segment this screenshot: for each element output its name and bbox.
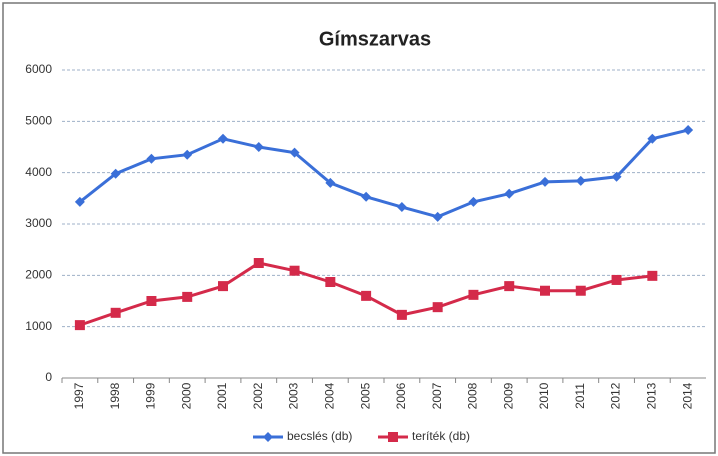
point (388, 432, 398, 442)
point (540, 285, 550, 296)
y-tick-label: 0 (45, 370, 52, 384)
x-tick-label: 2010 (537, 382, 551, 409)
x-tick-label: 2012 (609, 382, 623, 409)
y-tick-label: 2000 (25, 268, 52, 282)
point (647, 133, 658, 144)
x-tick-label: 2014 (680, 382, 694, 409)
point (289, 265, 300, 276)
point (611, 274, 622, 285)
point (74, 196, 85, 207)
x-tick-label: 1998 (108, 382, 122, 409)
x-tick-label: 2011 (573, 383, 587, 409)
point (575, 285, 586, 296)
x-tick-label: 2005 (358, 382, 372, 409)
point (396, 309, 407, 320)
point (361, 290, 372, 301)
point (575, 175, 586, 186)
series-line (78, 128, 689, 219)
point (182, 149, 193, 160)
x-tick-label: 2013 (645, 382, 659, 409)
point (611, 171, 622, 182)
point (289, 147, 300, 158)
point (647, 270, 658, 281)
point (253, 258, 264, 269)
legend-label: teríték (db) (412, 429, 470, 443)
x-tick-label: 2001 (215, 382, 229, 409)
x-tick-label: 2006 (394, 382, 408, 409)
point (74, 320, 85, 331)
point (361, 191, 372, 202)
x-tick-label: 1999 (144, 382, 158, 409)
point (182, 291, 193, 302)
point (432, 302, 443, 313)
y-tick-label: 3000 (25, 216, 52, 230)
point (263, 432, 273, 442)
point (110, 168, 121, 179)
point (325, 277, 336, 288)
point (396, 202, 407, 213)
x-tick-label: 2007 (430, 382, 444, 409)
x-tick-label: 2008 (466, 382, 480, 409)
point (432, 211, 443, 222)
point (468, 196, 479, 207)
x-tick-label: 2009 (501, 382, 515, 409)
point (325, 177, 336, 188)
point (218, 133, 228, 144)
x-tick-label: 2003 (287, 382, 301, 409)
point (504, 188, 515, 199)
chart-title: Gímszarvas (319, 28, 431, 50)
y-tick-label: 6000 (25, 62, 52, 76)
point (218, 281, 228, 292)
point (253, 142, 264, 152)
x-tick-label: 2004 (323, 382, 337, 409)
point (683, 125, 694, 136)
legend-label: becslés (db) (287, 429, 352, 443)
x-tick-label: 2002 (251, 382, 265, 409)
y-tick-label: 5000 (25, 114, 52, 128)
point (468, 289, 479, 300)
point (146, 296, 157, 306)
point (504, 281, 515, 292)
y-tick-label: 1000 (25, 319, 52, 333)
y-tick-label: 4000 (25, 165, 52, 179)
point (540, 176, 550, 187)
x-tick-label: 2000 (179, 382, 193, 409)
point (110, 307, 121, 318)
point (146, 153, 157, 164)
x-tick-label: 1997 (72, 382, 86, 409)
